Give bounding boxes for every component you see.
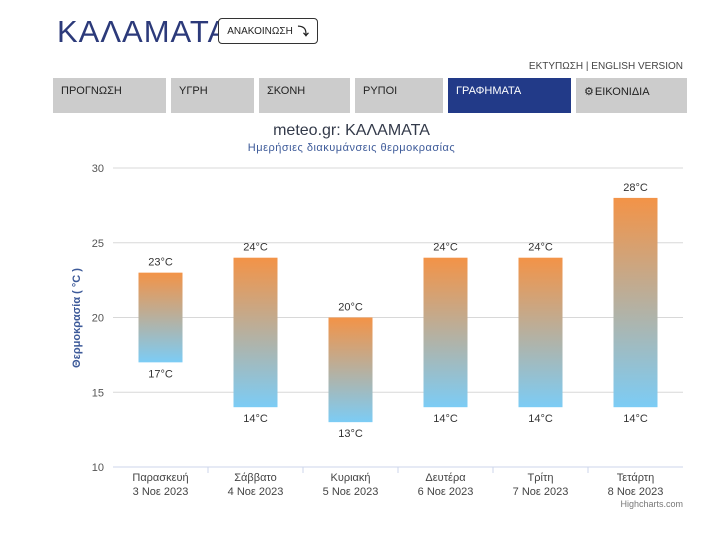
tab-pollutants[interactable]: ΡΥΠΟΙ	[355, 78, 443, 113]
x-label-date: 8 Νοε 2023	[608, 486, 664, 498]
chart-subtitle: Ημερήσιες διακυμάνσεις θερμοκρασίας	[247, 142, 456, 154]
x-label-day: Τρίτη	[528, 472, 554, 484]
min-temp-label: 14°C	[243, 413, 268, 425]
tab-dust[interactable]: ΣΚΟΝΗ	[259, 78, 350, 113]
x-axis-labels: Παρασκευή 3 Νοε 2023 Σάββατο 4 Νοε 2023 Κυρι…	[132, 467, 663, 498]
max-temp-label: 23°C	[148, 257, 173, 269]
max-temp-label: 20°C	[338, 302, 363, 314]
chart-bars: 23°C 17°C 24°C 14°C 20°C 13°C 24°C 14°C 24°C 14°C…	[138, 182, 658, 440]
tab-label: ΕΙΚΟΝΙΔΙΑ	[594, 86, 650, 98]
tab-label: ΥΓΡΗ	[179, 85, 208, 97]
main-nav: ΠΡΟΓΝΩΣΗ ΥΓΡΗ ΣΚΟΝΗ ΡΥΠΟΙ ΓΡΑΦΗΜΑΤΑ ⚙ΕΙΚ…	[53, 78, 687, 113]
y-tick-label: 15	[92, 387, 104, 399]
y-tick-label: 20	[92, 313, 104, 325]
max-temp-label: 24°C	[433, 242, 458, 254]
tab-label: ΣΚΟΝΗ	[267, 85, 306, 97]
chart-grid	[113, 167, 683, 468]
tab-label: ΓΡΑΦΗΜΑΤΑ	[456, 85, 522, 97]
x-label-day: Κυριακή	[330, 472, 370, 484]
announcement-button[interactable]: ΑΝΑΚΟΙΝΩΣΗ ⤵	[218, 18, 318, 44]
tab-humidity[interactable]: ΥΓΡΗ	[171, 78, 254, 113]
temperature-range-bar	[328, 317, 373, 423]
link-separator: |	[585, 61, 589, 72]
min-temp-label: 14°C	[623, 413, 648, 425]
y-tick-label: 30	[92, 163, 104, 175]
page-title: ΚΑΛΑΜΑΤΑ	[57, 14, 230, 49]
tab-label: ΠΡΟΓΝΩΣΗ	[61, 85, 122, 97]
gear-icon: ⚙	[584, 86, 594, 98]
y-tick-label: 25	[92, 238, 104, 250]
x-label-date: 4 Νοε 2023	[228, 486, 284, 498]
y-tick-label: 10	[92, 462, 104, 474]
x-label-day: Τετάρτη	[617, 472, 655, 484]
tab-charts[interactable]: ΓΡΑΦΗΜΑΤΑ	[448, 78, 571, 113]
min-temp-label: 17°C	[148, 368, 173, 380]
x-label-date: 7 Νοε 2023	[513, 486, 569, 498]
chart-title: meteo.gr: ΚΑΛΑΜΑΤΑ	[273, 122, 430, 139]
x-label-day: Σάββατο	[234, 472, 276, 484]
tab-forecast[interactable]: ΠΡΟΓΝΩΣΗ	[53, 78, 166, 113]
min-temp-label: 13°C	[338, 428, 363, 440]
x-label-day: Παρασκευή	[132, 472, 188, 484]
temperature-range-bar	[423, 257, 468, 408]
x-label-date: 5 Νοε 2023	[323, 486, 379, 498]
tab-icons[interactable]: ⚙ΕΙΚΟΝΙΔΙΑ	[576, 78, 687, 113]
temperature-range-bar	[613, 197, 658, 408]
min-temp-label: 14°C	[528, 413, 553, 425]
tab-label: ΡΥΠΟΙ	[363, 85, 398, 97]
print-link[interactable]: ΕΚΤΥΠΩΣΗ	[528, 61, 584, 72]
y-axis-label: Θερμοκρασία ( °C )	[71, 268, 83, 368]
arrow-down-right-icon: ⤵	[297, 26, 309, 38]
temperature-range-bar	[138, 272, 183, 363]
max-temp-label: 28°C	[623, 182, 648, 194]
x-label-date: 6 Νοε 2023	[418, 486, 474, 498]
min-temp-label: 14°C	[433, 413, 458, 425]
x-label-day: Δευτέρα	[425, 472, 466, 484]
chart-credits[interactable]: Highcharts.com	[620, 499, 683, 509]
x-label-date: 3 Νοε 2023	[133, 486, 189, 498]
y-axis-ticks: 10 15 20 25 30	[92, 163, 104, 474]
english-version-link[interactable]: ENGLISH VERSION	[591, 61, 683, 72]
top-links: ΕΚΤΥΠΩΣΗ | ENGLISH VERSION	[529, 61, 683, 72]
max-temp-label: 24°C	[528, 242, 553, 254]
announcement-label: ΑΝΑΚΟΙΝΩΣΗ	[227, 25, 293, 37]
temperature-range-bar	[233, 257, 278, 408]
temperature-range-bar	[518, 257, 563, 408]
max-temp-label: 24°C	[243, 242, 268, 254]
